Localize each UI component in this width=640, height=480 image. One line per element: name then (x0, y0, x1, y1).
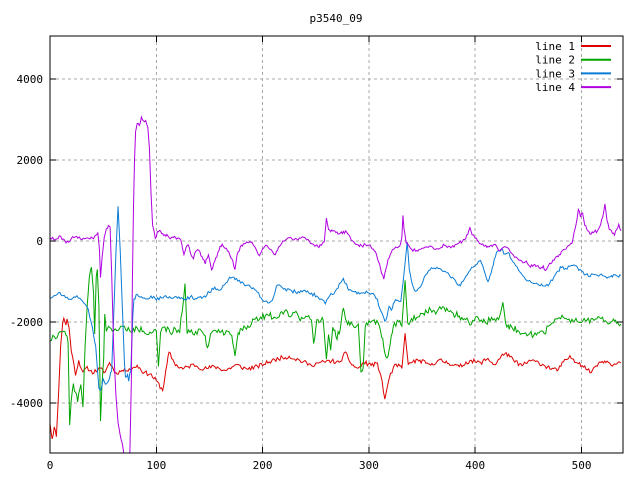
y-tick-label: 4000 (17, 73, 44, 86)
legend-entry: line 1 (535, 40, 611, 53)
legend-label: line 4 (535, 81, 575, 94)
legend-label: line 2 (535, 54, 575, 67)
x-tick-label: 300 (359, 459, 379, 472)
grid-lines (49, 36, 623, 453)
plot-border (49, 35, 624, 454)
plot-border-and-ticks (49, 35, 624, 454)
y-tick-label: -2000 (10, 316, 43, 329)
x-tick-label: 400 (465, 459, 485, 472)
data-series (50, 115, 622, 453)
series-line-1 (50, 316, 622, 440)
legend-entry: line 3 (535, 67, 611, 80)
legend-entry: line 4 (535, 81, 611, 94)
axis-tick-labels: -4000 -2000 0 2000 4000 0 100 200 300 400 500 (10, 73, 592, 472)
x-tick-label: 500 (572, 459, 592, 472)
x-tick-label: 100 (146, 459, 166, 472)
y-tick-label: 2000 (17, 154, 44, 167)
legend-label: line 3 (535, 67, 575, 80)
series-line-3 (50, 206, 622, 391)
y-tick-label: 0 (36, 235, 43, 248)
series-line-2 (50, 267, 622, 426)
series-line-4 (50, 115, 622, 453)
y-tick-label: -4000 (10, 397, 43, 410)
chart-title: p3540_09 (310, 12, 363, 25)
x-tick-label: 200 (253, 459, 273, 472)
legend-label: line 1 (535, 40, 575, 53)
legend-entry: line 2 (535, 54, 611, 67)
x-tick-label: 0 (47, 459, 54, 472)
